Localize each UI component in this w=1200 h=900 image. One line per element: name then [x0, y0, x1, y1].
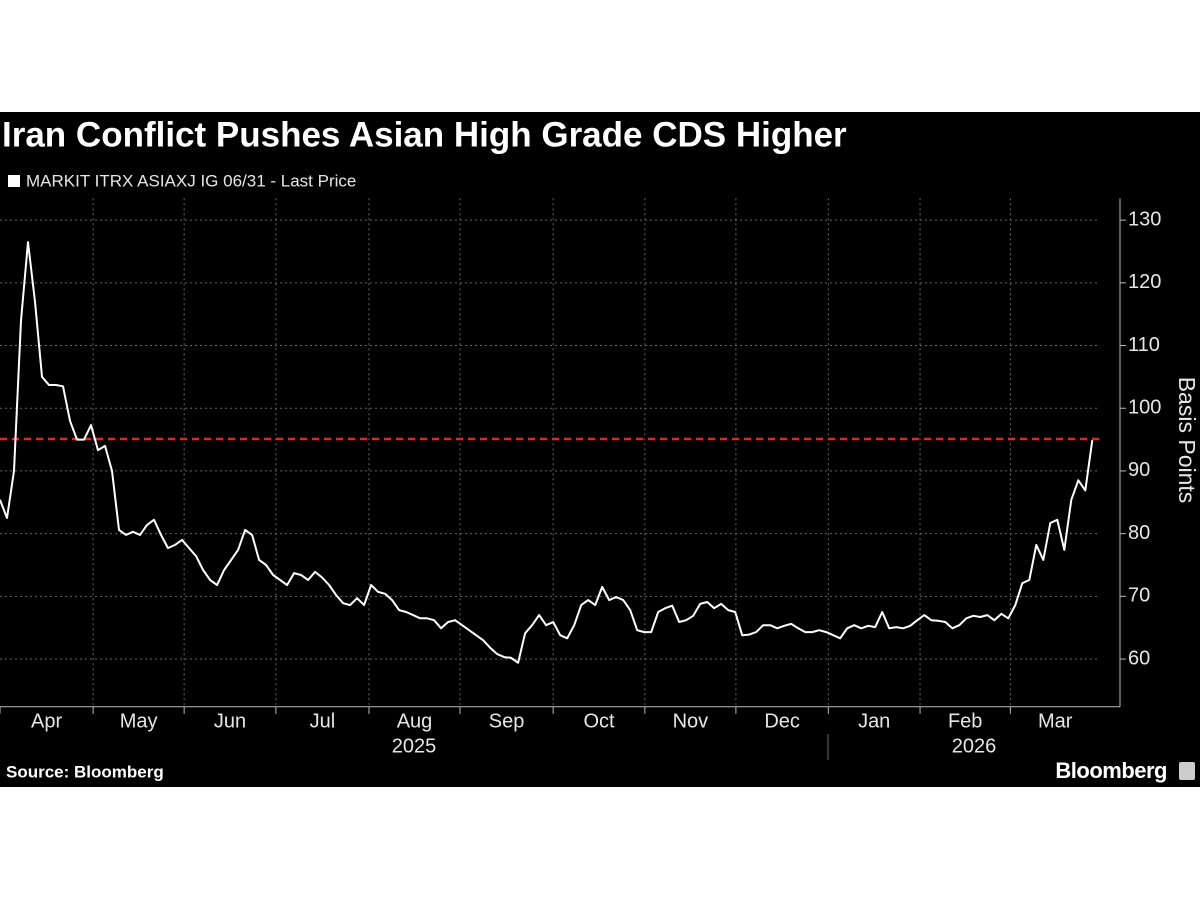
x-tick-label: Aug	[397, 710, 433, 732]
x-tick-label: Feb	[948, 710, 982, 732]
x-tick-label: Jan	[858, 710, 890, 732]
y-tick-label: 100	[1128, 397, 1161, 419]
source: Source: Bloomberg	[6, 762, 164, 781]
x-tick-label: Jun	[214, 710, 246, 732]
chart-title: Iran Conflict Pushes Asian High Grade CD…	[2, 115, 847, 154]
y-tick-label: 60	[1128, 647, 1150, 669]
y-tick-label: 80	[1128, 522, 1150, 544]
x-tick-label: Mar	[1038, 710, 1073, 732]
x-tick-label: Nov	[673, 710, 709, 732]
y-axis-label: Basis Points	[1174, 377, 1200, 504]
legend-label: MARKIT ITRX ASIAXJ IG 06/31 - Last Price	[26, 171, 356, 190]
x-tick-label: Apr	[31, 710, 62, 732]
brand: Bloomberg	[1055, 758, 1167, 783]
y-tick-label: 70	[1128, 585, 1150, 607]
x-tick-label: May	[120, 710, 158, 732]
y-tick-label: 130	[1128, 208, 1161, 230]
year-label: 2026	[952, 735, 997, 757]
legend-swatch	[8, 175, 20, 187]
year-label: 2025	[392, 735, 437, 757]
y-tick-label: 90	[1128, 459, 1150, 481]
y-tick-label: 110	[1128, 334, 1160, 356]
x-tick-label: Jul	[310, 710, 336, 732]
x-tick-label: Dec	[764, 710, 800, 732]
panel	[0, 112, 1200, 787]
x-tick-label: Sep	[489, 710, 525, 732]
series-line	[0, 241, 1094, 664]
x-tick-label: Oct	[583, 710, 615, 732]
brand-icon	[1179, 762, 1195, 780]
y-tick-label: 120	[1128, 271, 1161, 293]
